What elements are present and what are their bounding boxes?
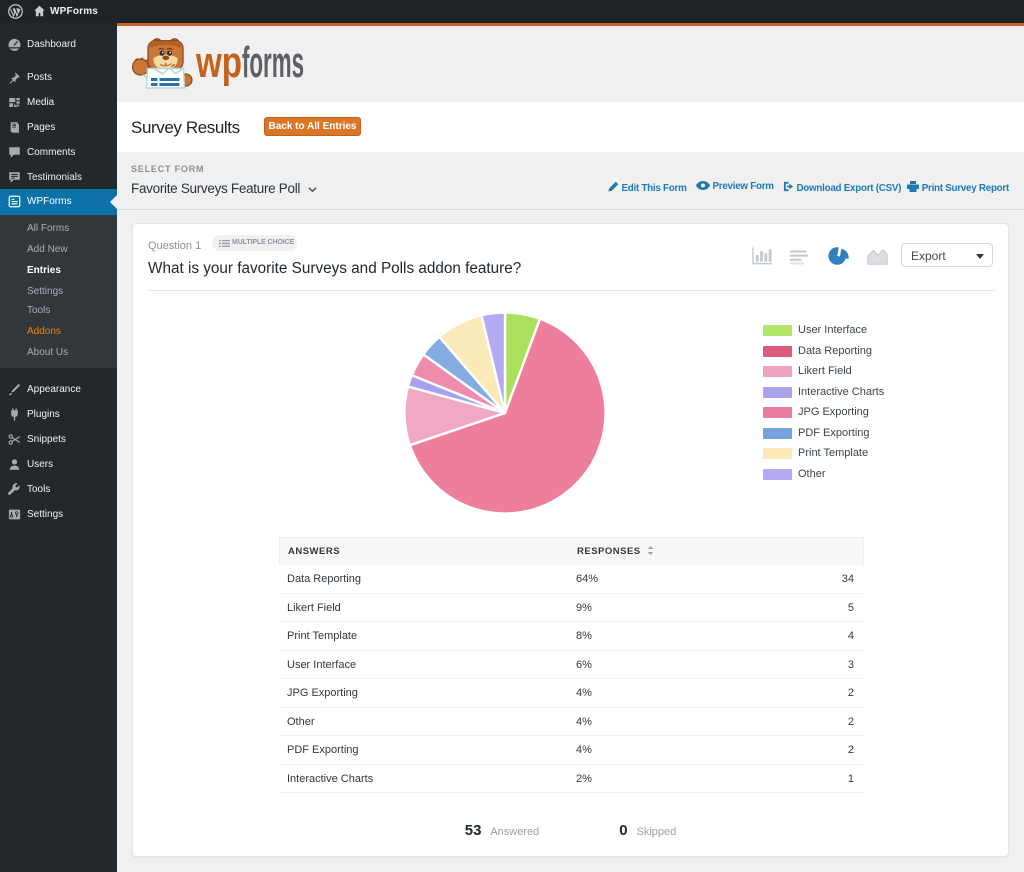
svg-text:forms: forms: [242, 38, 304, 87]
svg-text:wp: wp: [195, 38, 242, 87]
